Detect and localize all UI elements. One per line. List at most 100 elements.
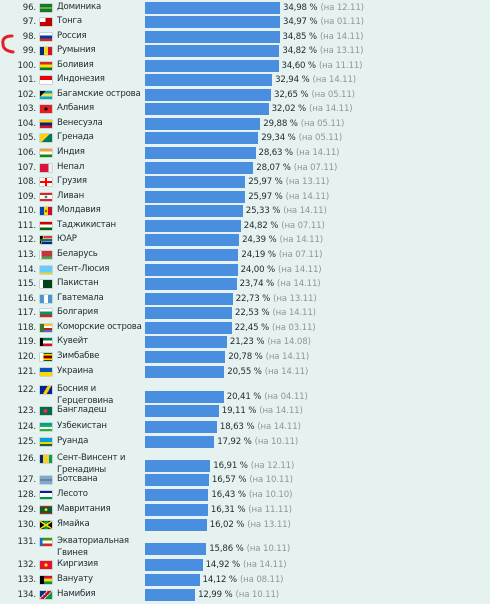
country-name[interactable]: Гватемала (57, 293, 104, 303)
rank-number: 111. (17, 221, 36, 231)
country-name[interactable]: Руанда (57, 436, 89, 446)
country-name[interactable]: Ливан (57, 191, 84, 201)
date-note: (на 14.11) (295, 148, 340, 158)
country-name[interactable]: Гренада (57, 132, 94, 142)
percentage-label: 28,07 % (на 07.11) (256, 162, 337, 174)
country-name[interactable]: Узбекистан (57, 421, 107, 431)
date-note: (на 05.11) (300, 119, 345, 129)
country-name[interactable]: Украина (57, 366, 94, 376)
percentage-bar (145, 436, 215, 448)
vaccination-value: 12,99 % (198, 590, 233, 600)
country-name[interactable]: Доминика (57, 2, 102, 12)
country-name[interactable]: Бангладеш (57, 405, 107, 415)
country-name[interactable]: Босния и Герцеговина (57, 384, 114, 406)
percentage-bar (145, 205, 243, 217)
percentage-label: 34,85 % (на 14.11) (283, 31, 364, 43)
vaccination-value: 18,63 % (219, 422, 255, 432)
country-name[interactable]: ЮАР (57, 234, 77, 244)
date-note: (на 14.11) (319, 32, 364, 42)
percentage-label: 16,57 % (на 10.11) (212, 474, 293, 486)
rank-number: 96. (22, 3, 36, 13)
bahamas-flag-icon (40, 91, 52, 99)
country-name[interactable]: Зимбабве (57, 351, 100, 361)
percentage-label: 34,82 % (на 13.11) (282, 45, 363, 57)
vaccination-value: 23,74 % (239, 279, 275, 289)
country-name[interactable]: Ямайка (57, 519, 90, 529)
country-name[interactable]: Лесото (57, 489, 88, 499)
vaccination-value: 15,86 % (209, 544, 244, 554)
bulgaria-flag-icon (40, 309, 52, 317)
country-name[interactable]: Непал (57, 162, 85, 172)
percentage-bar (145, 2, 280, 14)
kyrgyzstan-flag-icon (40, 561, 52, 569)
percentage-label: 20,41 % (на 04.11) (227, 391, 308, 403)
date-note: (на 14.11) (272, 308, 316, 318)
country-name[interactable]: Вануату (57, 574, 93, 584)
vaccination-value: 28,63 % (258, 148, 294, 158)
bangladesh-flag-icon (40, 407, 52, 415)
date-note: (на 10.11) (235, 590, 280, 600)
rank-number: 112. (17, 235, 36, 245)
date-note: (на 14.08) (267, 337, 311, 347)
country-name[interactable]: Боливия (57, 60, 94, 70)
country-name[interactable]: Тонга (57, 16, 82, 26)
rank-number: 103. (17, 104, 36, 114)
country-name[interactable]: Болгария (57, 307, 99, 317)
country-name[interactable]: Венесуэла (57, 118, 103, 128)
date-note: (на 07.11) (278, 250, 323, 260)
rank-number: 115. (17, 279, 36, 289)
vaccination-value: 24,19 % (241, 250, 276, 260)
percentage-bar (145, 176, 246, 188)
rank-number: 118. (17, 323, 36, 333)
vaccination-value: 16,31 % (210, 505, 246, 515)
percentage-label: 24,39 % (на 14.11) (242, 234, 323, 246)
country-name[interactable]: Кувейт (57, 336, 88, 346)
country-name[interactable]: Индия (57, 147, 85, 157)
date-note: (на 01.11) (320, 17, 364, 27)
vaccination-value: 25,33 % (245, 206, 281, 216)
country-name[interactable]: Сент-Винсент и Гренадины (57, 453, 126, 475)
country-name[interactable]: Коморские острова (57, 322, 142, 332)
vaccination-value: 29,88 % (263, 119, 298, 129)
country-name[interactable]: Индонезия (57, 74, 105, 84)
date-note: (на 14.11) (283, 206, 327, 216)
date-note: (на 14.11) (312, 75, 357, 85)
country-name[interactable]: Багамские острова (57, 89, 141, 99)
vaccination-value: 16,02 % (209, 520, 245, 530)
country-name[interactable]: Намибия (57, 589, 96, 599)
percentage-bar (145, 31, 280, 43)
country-name[interactable]: Румыния (57, 45, 96, 55)
country-name[interactable]: Сент-Люсия (57, 264, 110, 274)
percentage-bar (145, 460, 211, 472)
percentage-bar (145, 336, 227, 348)
percentage-bar (145, 45, 280, 57)
jamaica-flag-icon (40, 521, 52, 529)
country-name[interactable]: Киргизия (57, 559, 98, 569)
country-name[interactable]: Пакистан (57, 278, 99, 288)
country-name[interactable]: Беларусь (57, 249, 98, 259)
bosnia-flag-icon (40, 386, 52, 394)
rank-number: 120. (17, 352, 36, 362)
date-note: (на 14.11) (277, 279, 321, 289)
country-name[interactable]: Таджикистан (57, 220, 116, 230)
country-name[interactable]: Грузия (57, 176, 87, 186)
date-note: (на 11.11) (248, 505, 292, 515)
percentage-bar (145, 574, 200, 586)
country-name[interactable]: Россия (57, 31, 87, 41)
saint-lucia-flag-icon (40, 266, 52, 274)
country-name[interactable]: Мавритания (57, 504, 111, 514)
country-name[interactable]: Экваториальная Гвинея (57, 536, 129, 558)
percentage-label: 18,63 % (на 14.11) (220, 421, 301, 433)
country-name[interactable]: Албания (57, 103, 94, 113)
vaccination-value: 19,11 % (221, 406, 257, 416)
percentage-label: 12,99 % (на 10.11) (198, 589, 279, 601)
vaccination-value: 32,94 % (275, 75, 310, 85)
percentage-label: 34,97 % (на 01.11) (283, 16, 364, 28)
percentage-bar (145, 103, 269, 115)
rank-number: 129. (17, 505, 36, 515)
country-name[interactable]: Ботсвана (57, 474, 98, 484)
country-name[interactable]: Молдавия (57, 205, 101, 215)
russia-flag-icon (40, 33, 52, 41)
rank-number: 114. (17, 265, 36, 275)
